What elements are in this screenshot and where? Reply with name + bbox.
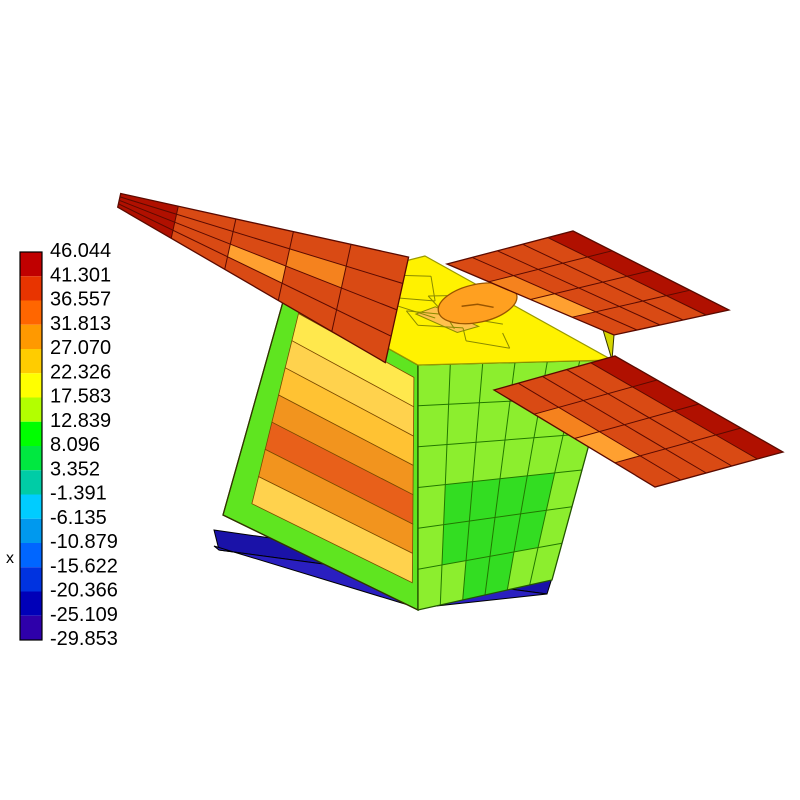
svg-text:-20.366: -20.366 [50, 580, 118, 602]
svg-text:-15.622: -15.622 [50, 555, 118, 577]
svg-text:-10.879: -10.879 [50, 531, 118, 553]
svg-text:12.839: 12.839 [50, 410, 111, 432]
svg-text:22.326: 22.326 [50, 361, 111, 383]
svg-text:-1.391: -1.391 [50, 483, 107, 505]
svg-text:46.044: 46.044 [50, 240, 111, 262]
svg-text:27.070: 27.070 [50, 337, 111, 359]
svg-text:31.813: 31.813 [50, 313, 111, 335]
svg-text:-25.109: -25.109 [50, 604, 118, 626]
svg-text:41.301: 41.301 [50, 264, 111, 286]
svg-text:-29.853: -29.853 [50, 628, 118, 650]
svg-text:8.096: 8.096 [50, 434, 100, 456]
svg-text:36.557: 36.557 [50, 289, 111, 311]
svg-text:-6.135: -6.135 [50, 507, 107, 529]
svg-text:17.583: 17.583 [50, 386, 111, 408]
svg-text:x: x [6, 550, 14, 567]
svg-text:3.352: 3.352 [50, 458, 100, 480]
